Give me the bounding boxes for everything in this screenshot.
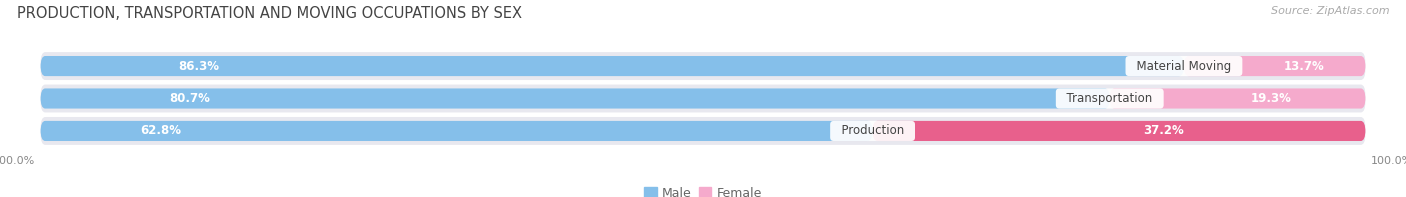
FancyBboxPatch shape [41,88,1109,109]
Text: Transportation: Transportation [1059,92,1160,105]
Text: 19.3%: 19.3% [1250,92,1291,105]
Text: 80.7%: 80.7% [169,92,209,105]
Text: 86.3%: 86.3% [177,59,219,72]
Text: 62.8%: 62.8% [141,125,181,138]
Text: Source: ZipAtlas.com: Source: ZipAtlas.com [1271,6,1389,16]
Text: 13.7%: 13.7% [1284,59,1324,72]
Text: PRODUCTION, TRANSPORTATION AND MOVING OCCUPATIONS BY SEX: PRODUCTION, TRANSPORTATION AND MOVING OC… [17,6,522,21]
Text: 37.2%: 37.2% [1143,125,1184,138]
FancyBboxPatch shape [41,56,1184,76]
Text: Production: Production [834,125,911,138]
FancyBboxPatch shape [41,117,1365,145]
FancyBboxPatch shape [1184,56,1365,76]
FancyBboxPatch shape [1109,88,1365,109]
FancyBboxPatch shape [873,121,1365,141]
FancyBboxPatch shape [41,52,1365,80]
Text: Material Moving: Material Moving [1129,59,1239,72]
FancyBboxPatch shape [41,121,873,141]
FancyBboxPatch shape [41,85,1365,112]
Legend: Male, Female: Male, Female [640,182,766,197]
